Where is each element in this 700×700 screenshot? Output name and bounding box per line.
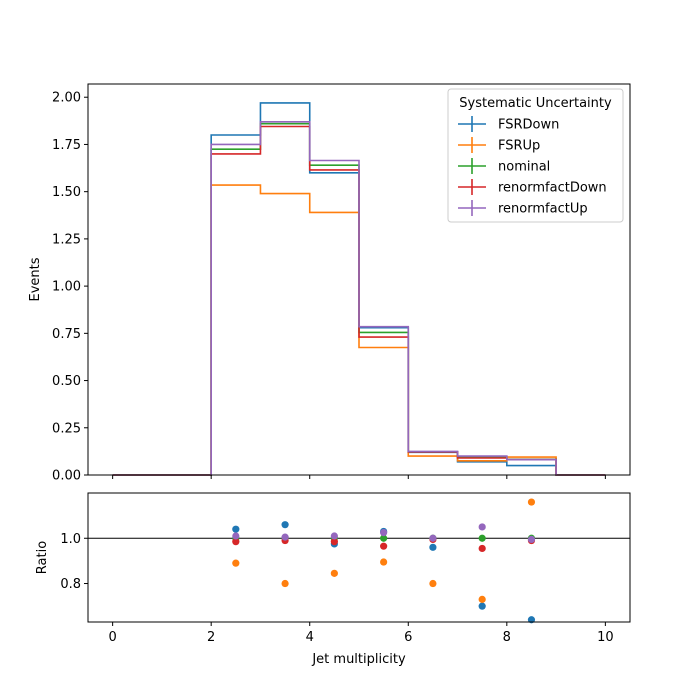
ratio-point-renormfactUp <box>232 532 240 540</box>
top-y-tick-label: 1.50 <box>52 185 81 200</box>
legend-box <box>447 88 624 223</box>
ratio-plot-panel: 0.8 1.0 0 2 4 6 8 10 Jet multiplicity Ratio <box>35 492 631 667</box>
ratio-x-tick-label: 10 <box>597 630 614 645</box>
ratio-point-FSRDown <box>232 525 240 533</box>
ratio-y-tick-label: 0.8 <box>60 577 81 592</box>
ratio-point-FSRDown <box>478 602 486 610</box>
ratio-point-FSRUp <box>232 559 240 567</box>
legend-item-renormfactUp: renormfactUp <box>458 200 588 217</box>
top-y-axis-label: Events <box>28 257 43 301</box>
legend-label: FSRDown <box>498 118 559 133</box>
ratio-point-FSRUp <box>380 558 388 566</box>
ratio-plot-background <box>88 493 630 622</box>
ratio-point-FSRUp <box>478 595 486 603</box>
ratio-point-FSRUp <box>281 579 289 588</box>
top-y-tick-label: 0.50 <box>52 374 81 389</box>
legend-item-renormfactDown: renormfactDown <box>458 179 607 196</box>
top-y-tick-label: 1.75 <box>52 138 81 153</box>
x-axis-label: Jet multiplicity <box>311 652 406 667</box>
top-plot-frame <box>87 83 631 476</box>
ratio-y-axis-label: Ratio <box>35 541 50 574</box>
ratio-point-renormfactUp <box>527 535 536 543</box>
legend-item-FSRUp: FSRUp <box>458 137 540 154</box>
ratio-x-tick-label: 8 <box>503 630 511 645</box>
ratio-x-tick-label: 4 <box>306 630 314 645</box>
ratio-point-FSRUp <box>527 498 536 506</box>
top-y-tick-label: 1.00 <box>52 280 81 295</box>
top-y-tick-label: 2.00 <box>52 91 81 106</box>
ratio-point-renormfactUp <box>380 529 388 537</box>
ratio-point-renormfactDown <box>232 538 240 546</box>
ratio-point-renormfactUp <box>281 533 289 541</box>
ratio-plot-frame <box>87 492 631 623</box>
top-y-tick-label: 0.00 <box>52 469 81 484</box>
ratio-point-FSRDown <box>429 543 437 551</box>
ratio-point-renormfactUp <box>478 523 486 531</box>
top-plot-panel: 0.00 0.25 0.50 0.75 1.00 1.25 1.50 1.75 2.00 Even… <box>28 83 631 484</box>
legend-label: nominal <box>498 160 550 175</box>
legend-title: Systematic Uncertainty <box>459 96 612 111</box>
legend-item-nominal: nominal <box>458 158 550 175</box>
ratio-point-FSRDown <box>281 521 289 529</box>
legend: Systematic Uncertainty FSRDown FSRUp nomina… <box>447 88 624 223</box>
top-y-tick-label: 1.25 <box>52 232 81 247</box>
histogram-renormfactUp <box>112 120 606 476</box>
ratio-point-renormfactDown <box>478 544 486 553</box>
ratio-point-FSRUp <box>330 569 338 577</box>
ratio-x-tick-label: 0 <box>108 630 116 645</box>
legend-label: renormfactUp <box>498 202 588 217</box>
ratio-point-nominal <box>478 534 486 542</box>
legend-item-FSRDown: FSRDown <box>458 116 559 133</box>
ratio-point-FSRUp <box>429 579 437 588</box>
legend-label: renormfactDown <box>498 181 607 196</box>
ratio-point-renormfactUp <box>330 532 338 540</box>
legend-label: FSRUp <box>498 139 540 154</box>
ratio-point-renormfactUp <box>429 534 437 542</box>
top-y-tick-label: 0.75 <box>52 327 81 342</box>
top-y-tick-label: 0.25 <box>52 421 81 436</box>
ratio-x-tick-label: 6 <box>404 630 412 645</box>
ratio-point-renormfactDown <box>330 538 338 546</box>
ratio-point-nominal <box>380 534 388 542</box>
ratio-x-tick-label: 2 <box>207 630 215 645</box>
ratio-y-tick-label: 1.0 <box>60 532 81 547</box>
ratio-point-renormfactDown <box>380 542 388 550</box>
